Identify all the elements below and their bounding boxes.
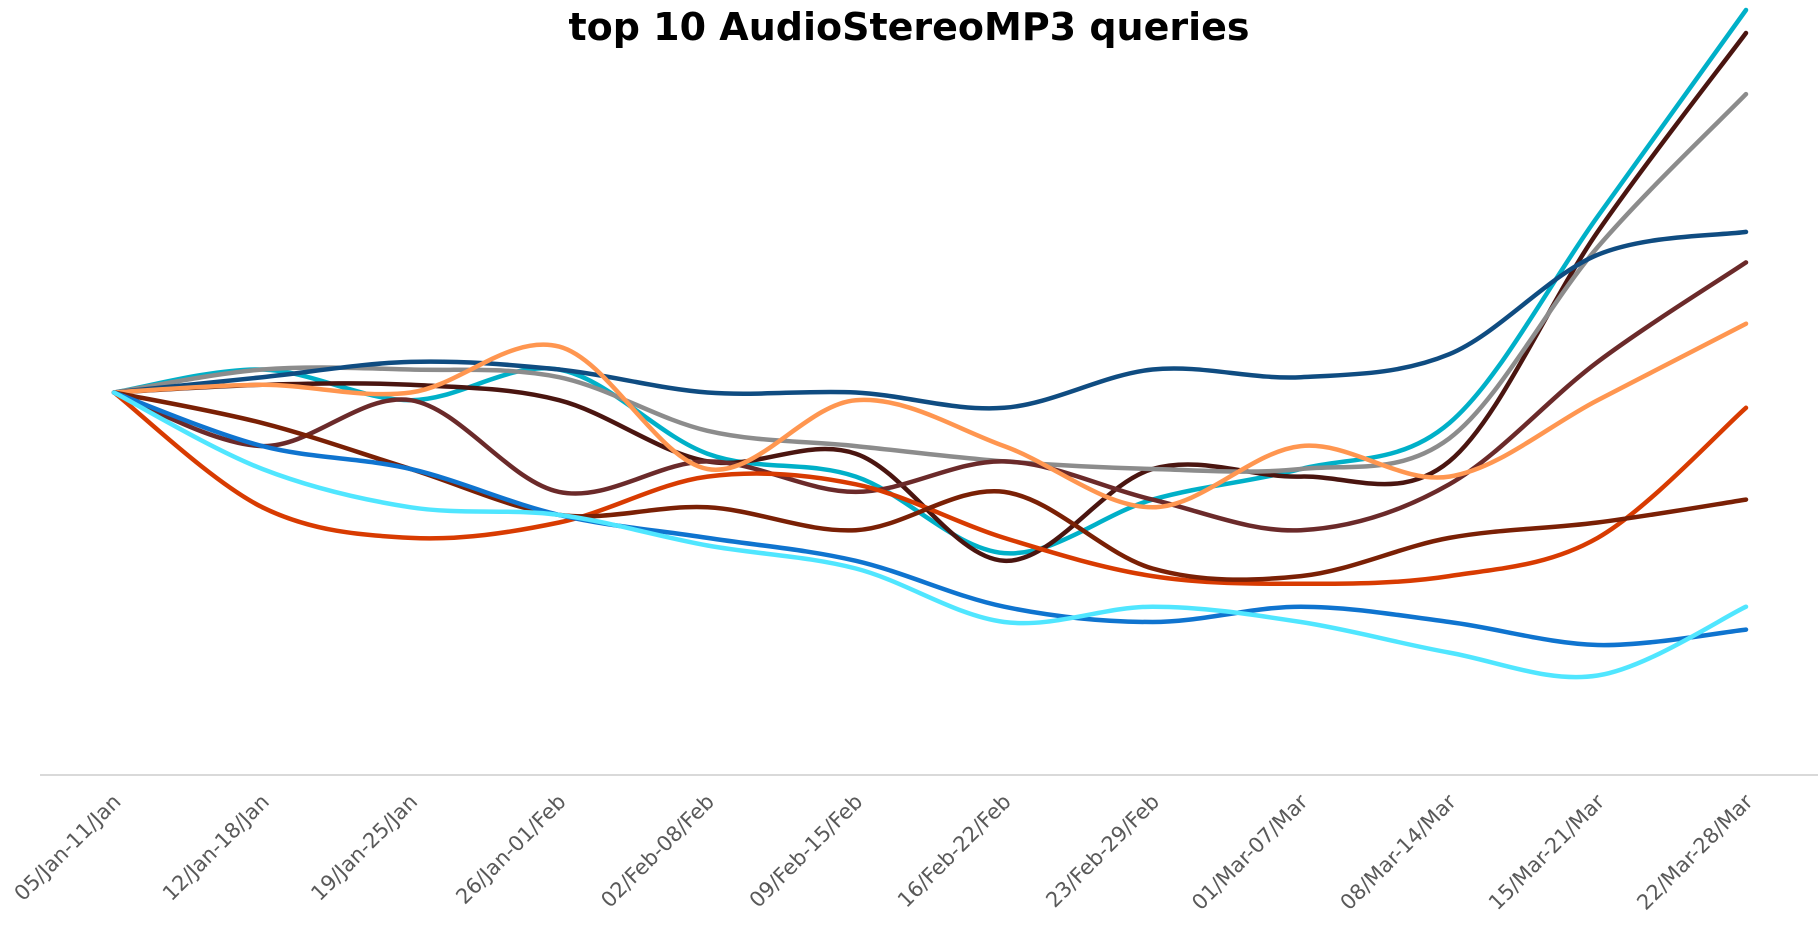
x-tick-label: 02/Feb-08/Feb xyxy=(596,790,719,913)
series-line-9 xyxy=(111,390,1749,648)
series-line-6 xyxy=(111,321,1749,510)
x-tick-label: 05/Jan-11/Jan xyxy=(10,790,126,906)
series-line-1 xyxy=(111,7,1749,556)
series-line-8 xyxy=(111,390,1749,582)
x-tick-labels: 05/Jan-11/Jan 12/Jan-18/Jan 19/Jan-25/Jan 2… xyxy=(10,789,1758,914)
x-tick-label: 16/Feb-22/Feb xyxy=(893,790,1016,913)
x-tick-label: 15/Mar-21/Mar xyxy=(1484,789,1609,914)
x-tick-label: 19/Jan-25/Jan xyxy=(306,790,422,906)
series-line-3 xyxy=(111,91,1749,474)
chart-title: top 10 AudioStereoMP3 queries xyxy=(568,5,1250,49)
x-tick-label: 26/Jan-01/Feb xyxy=(451,790,570,909)
x-tick-label: 09/Feb-15/Feb xyxy=(745,790,868,913)
series-line-4 xyxy=(111,229,1749,411)
x-tick-label: 08/Mar-14/Mar xyxy=(1336,789,1461,914)
series-line-2 xyxy=(111,30,1749,564)
series-line-7 xyxy=(111,390,1749,587)
x-tick-label: 12/Jan-18/Jan xyxy=(158,790,274,906)
x-tick-label: 01/Mar-07/Mar xyxy=(1187,789,1312,914)
x-tick-label: 23/Feb-29/Feb xyxy=(1041,790,1164,913)
series-line-10 xyxy=(111,390,1749,680)
series-line-5 xyxy=(111,260,1749,533)
series-group xyxy=(111,7,1749,680)
x-tick-label: 22/Mar-28/Mar xyxy=(1632,789,1757,914)
